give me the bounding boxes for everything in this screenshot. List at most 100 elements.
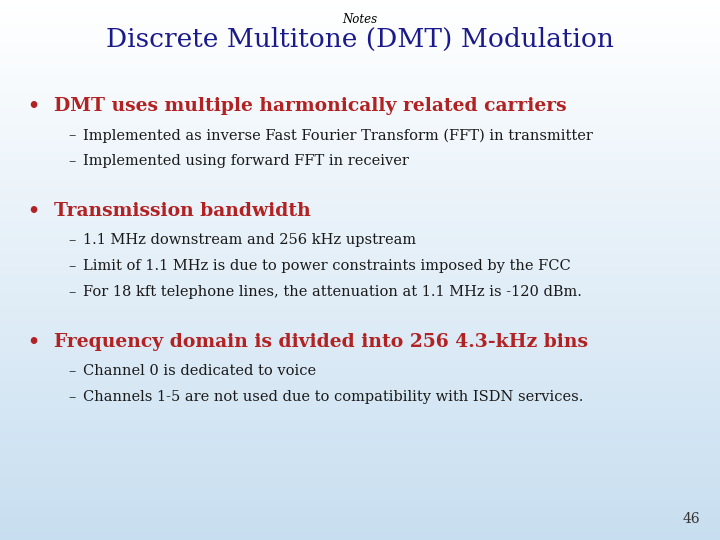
Bar	[0, 424, 720, 427]
Bar	[0, 94, 720, 97]
Text: Channel 0 is dedicated to voice: Channel 0 is dedicated to voice	[83, 364, 316, 378]
Bar	[0, 289, 720, 292]
Bar	[0, 316, 720, 319]
Bar	[0, 451, 720, 454]
Bar	[0, 213, 720, 216]
Bar	[0, 394, 720, 397]
Bar	[0, 286, 720, 289]
Bar	[0, 59, 720, 62]
Bar	[0, 89, 720, 92]
Bar	[0, 348, 720, 351]
Bar	[0, 508, 720, 510]
Bar	[0, 32, 720, 35]
Bar	[0, 111, 720, 113]
Bar	[0, 351, 720, 354]
Bar	[0, 284, 720, 286]
Bar	[0, 86, 720, 89]
Bar	[0, 310, 720, 313]
Bar	[0, 81, 720, 84]
Bar	[0, 413, 720, 416]
Bar	[0, 464, 720, 467]
Text: –: –	[68, 259, 76, 273]
Bar	[0, 227, 720, 229]
Bar	[0, 364, 720, 367]
Text: –: –	[68, 285, 76, 299]
Bar	[0, 122, 720, 124]
Bar	[0, 319, 720, 321]
Bar	[0, 22, 720, 24]
Bar	[0, 375, 720, 378]
Bar	[0, 68, 720, 70]
Bar	[0, 418, 720, 421]
Bar	[0, 389, 720, 392]
Bar	[0, 378, 720, 381]
Bar	[0, 176, 720, 178]
Bar	[0, 62, 720, 65]
Bar	[0, 359, 720, 362]
Bar	[0, 51, 720, 54]
Bar	[0, 78, 720, 81]
Bar	[0, 427, 720, 429]
Bar	[0, 11, 720, 14]
Text: 46: 46	[683, 512, 700, 526]
Bar	[0, 292, 720, 294]
Bar	[0, 140, 720, 143]
Bar	[0, 46, 720, 49]
Text: –: –	[68, 129, 76, 143]
Bar	[0, 19, 720, 22]
Bar	[0, 113, 720, 116]
Bar	[0, 270, 720, 273]
Bar	[0, 167, 720, 170]
Text: –: –	[68, 364, 76, 378]
Bar	[0, 238, 720, 240]
Bar	[0, 281, 720, 284]
Bar	[0, 343, 720, 346]
Bar	[0, 302, 720, 305]
Bar	[0, 24, 720, 27]
Bar	[0, 483, 720, 486]
Bar	[0, 146, 720, 148]
Bar	[0, 408, 720, 410]
Text: Discrete Multitone (DMT) Modulation: Discrete Multitone (DMT) Modulation	[106, 27, 614, 52]
Bar	[0, 535, 720, 537]
Bar	[0, 440, 720, 443]
Bar	[0, 181, 720, 184]
Bar	[0, 178, 720, 181]
Bar	[0, 0, 720, 3]
Bar	[0, 524, 720, 526]
Bar	[0, 97, 720, 100]
Bar	[0, 116, 720, 119]
Bar	[0, 456, 720, 459]
Bar	[0, 84, 720, 86]
Text: 1.1 MHz downstream and 256 kHz upstream: 1.1 MHz downstream and 256 kHz upstream	[83, 233, 416, 247]
Text: DMT uses multiple harmonically related carriers: DMT uses multiple harmonically related c…	[54, 97, 567, 115]
Bar	[0, 205, 720, 208]
Bar	[0, 537, 720, 540]
Bar	[0, 294, 720, 297]
Bar	[0, 211, 720, 213]
Bar	[0, 151, 720, 154]
Bar	[0, 529, 720, 532]
Bar	[0, 165, 720, 167]
Bar	[0, 313, 720, 316]
Bar	[0, 500, 720, 502]
Bar	[0, 256, 720, 259]
Bar	[0, 49, 720, 51]
Bar	[0, 235, 720, 238]
Bar	[0, 173, 720, 176]
Bar	[0, 383, 720, 386]
Bar	[0, 346, 720, 348]
Text: Notes: Notes	[343, 13, 377, 26]
Bar	[0, 3, 720, 5]
Text: –: –	[68, 233, 76, 247]
Text: Channels 1-5 are not used due to compatibility with ISDN services.: Channels 1-5 are not used due to compati…	[83, 390, 583, 404]
Bar	[0, 278, 720, 281]
Bar	[0, 516, 720, 518]
Bar	[0, 43, 720, 46]
Bar	[0, 459, 720, 462]
Bar	[0, 132, 720, 135]
Bar	[0, 119, 720, 122]
Bar	[0, 462, 720, 464]
Bar	[0, 162, 720, 165]
Bar	[0, 219, 720, 221]
